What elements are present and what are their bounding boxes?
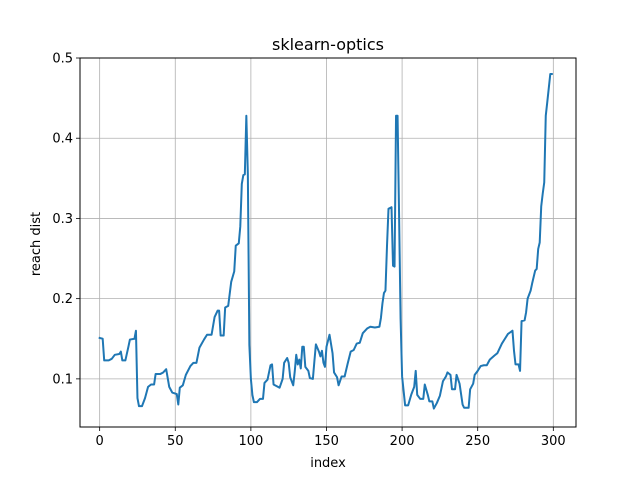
x-tick-label: 150 [314, 434, 339, 449]
x-tick-label: 100 [238, 434, 263, 449]
y-tick-label: 0.4 [52, 132, 73, 147]
y-tick-label: 0.3 [52, 212, 73, 227]
y-tick-label: 0.5 [52, 52, 73, 67]
series-group [98, 73, 553, 410]
chart-title: sklearn-optics [272, 35, 384, 54]
y-axis-label: reach dist [29, 212, 44, 276]
x-tick-label: 50 [167, 434, 184, 449]
y-tick-label: 0.1 [52, 372, 73, 387]
y-axis-ticks: 0.1 0.2 0.3 0.4 0.5 [52, 52, 80, 387]
x-axis-ticks: 0 50 100 150 200 250 300 [96, 427, 566, 449]
x-axis-label: index [310, 456, 346, 471]
series-line [98, 73, 553, 410]
x-tick-label: 0 [96, 434, 104, 449]
x-tick-label: 300 [541, 434, 566, 449]
x-tick-label: 250 [465, 434, 490, 449]
y-tick-label: 0.2 [52, 292, 73, 307]
x-tick-label: 200 [390, 434, 415, 449]
plot-area-frame [79, 57, 577, 428]
